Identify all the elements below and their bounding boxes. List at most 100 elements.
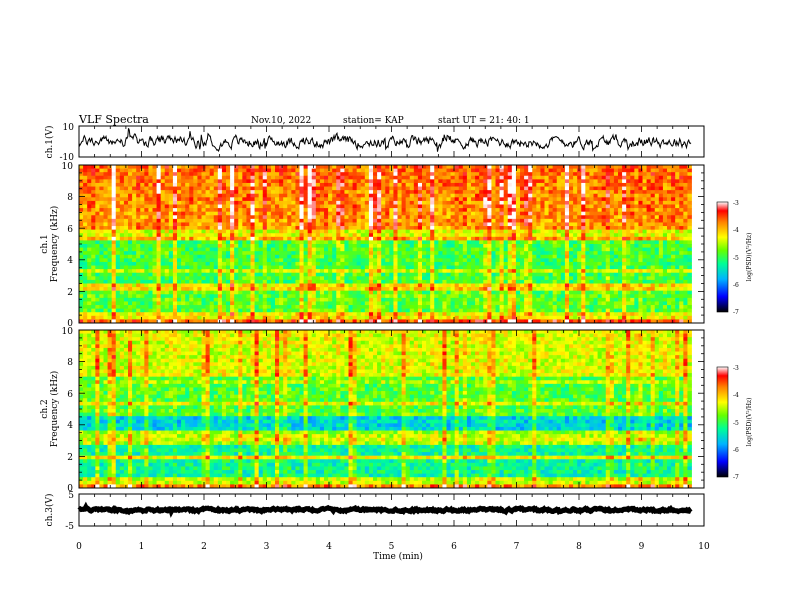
spectrogram-cell xyxy=(634,261,639,266)
spectrogram-cell xyxy=(466,190,472,195)
spectrogram-cell xyxy=(446,175,451,180)
spectrogram-cell xyxy=(319,258,325,263)
spectrogram-cell xyxy=(577,200,582,205)
spectrogram-cell xyxy=(609,240,615,245)
spectrogram-cell xyxy=(634,215,639,220)
spectrogram-cell xyxy=(213,179,219,184)
spectrogram-cell xyxy=(581,229,586,234)
spectrogram-cell xyxy=(634,208,639,213)
spectrogram-cell xyxy=(422,218,427,223)
spectrogram-cell xyxy=(564,193,570,198)
spectrogram-cell xyxy=(528,265,533,270)
spectrogram-cell xyxy=(144,226,149,231)
spectrogram-cell xyxy=(262,251,268,256)
spectrogram-cell xyxy=(136,247,141,252)
spectrogram-cell xyxy=(601,226,607,231)
spectrogram-cell xyxy=(144,261,149,266)
spectrogram-cell xyxy=(246,279,251,284)
spectrogram-cell xyxy=(438,193,443,198)
spectrogram-cell xyxy=(152,165,157,169)
spectrogram-cell xyxy=(658,182,664,187)
spectrogram-cell xyxy=(520,193,525,198)
spectrogram-cell xyxy=(168,186,174,191)
spectrogram-cell xyxy=(401,222,407,227)
spectrogram-cell xyxy=(548,186,554,191)
spectrogram-cell xyxy=(373,254,378,259)
spectrogram-cell xyxy=(332,269,337,274)
spectrogram-cell xyxy=(189,175,194,180)
spectrogram-cell xyxy=(413,175,419,180)
spectrogram-cell xyxy=(422,226,427,231)
spectrogram-cell xyxy=(193,247,198,252)
spectrogram-cell xyxy=(172,168,178,173)
spectrogram-cell xyxy=(385,186,390,191)
spectrogram-cell xyxy=(319,247,325,252)
spectrogram-cell xyxy=(642,254,647,259)
spectrogram-cell xyxy=(426,218,431,223)
spectrogram-cell xyxy=(626,222,631,227)
spectrogram-cell xyxy=(254,182,260,187)
spectrogram-cell xyxy=(515,190,521,195)
spectrogram-cell xyxy=(499,251,505,256)
spectrogram-cell xyxy=(556,175,562,180)
spectrogram-cell xyxy=(687,258,692,263)
spectrogram-cell xyxy=(164,247,170,252)
spectrogram-cell xyxy=(630,258,635,263)
spectrogram-cell xyxy=(238,226,243,231)
spectrogram-cell xyxy=(524,172,529,177)
spectrogram-cell xyxy=(422,222,427,227)
spectrogram-cell xyxy=(107,208,113,213)
spectrogram-cell xyxy=(515,208,521,213)
spectrogram-cell xyxy=(601,261,607,266)
spectrogram-cell xyxy=(458,215,464,220)
spectrogram-cell xyxy=(319,272,325,277)
spectrogram-cell xyxy=(483,276,488,281)
spectrogram-cell xyxy=(140,172,145,177)
spectrogram-cell xyxy=(324,251,329,256)
spectrogram-cell xyxy=(356,247,362,252)
spectrogram-cell xyxy=(168,218,174,223)
spectrogram-cell xyxy=(197,204,202,209)
spectrogram-cell xyxy=(217,261,223,266)
spectrogram-cell xyxy=(630,200,635,205)
spectrogram-cell xyxy=(193,204,198,209)
spectrogram-cell xyxy=(626,236,631,241)
spectrogram-cell xyxy=(434,218,439,223)
spectrogram-cell xyxy=(618,226,623,231)
spectrogram-cell xyxy=(683,258,688,263)
spectrogram-cell xyxy=(458,247,464,252)
spectrogram-cell xyxy=(564,254,570,259)
spectrogram-cell xyxy=(275,240,280,245)
spectrogram-cell xyxy=(295,233,300,238)
spectrogram-cell xyxy=(569,254,574,259)
spectrogram-cell xyxy=(201,226,206,231)
spectrogram-cell xyxy=(434,168,439,173)
spectrogram-cell xyxy=(123,247,129,252)
spectrogram-cell xyxy=(193,197,198,202)
spectrogram-cell xyxy=(466,222,472,227)
spectrogram-cell xyxy=(650,179,656,184)
spectrogram-cell xyxy=(483,186,488,191)
spectrogram-cell xyxy=(434,175,439,180)
spectrogram-cell xyxy=(524,168,529,173)
spectrogram-cell xyxy=(524,215,529,220)
spectrogram-cell xyxy=(556,229,562,234)
spectrogram-cell xyxy=(99,254,104,259)
spectrogram-cell xyxy=(413,244,419,248)
spectrogram-cell xyxy=(499,182,505,187)
spectrogram-cell xyxy=(181,186,186,191)
spectrogram-cell xyxy=(393,197,398,202)
spectrogram-cell xyxy=(687,200,692,205)
spectrogram-cell xyxy=(111,218,117,223)
spectrogram-cell xyxy=(128,276,133,281)
spectrogram-cell xyxy=(295,190,300,195)
spectrogram-cell xyxy=(528,269,533,274)
spectrogram-cell xyxy=(311,218,317,223)
spectrogram-cell xyxy=(303,261,309,266)
spectrogram-cell xyxy=(111,175,117,180)
spectrogram-cell xyxy=(201,258,206,263)
spectrogram-cell xyxy=(250,236,255,241)
spectrogram-cell xyxy=(197,236,202,241)
spectrogram-cell xyxy=(254,193,260,198)
spectrogram-cell xyxy=(687,190,692,195)
